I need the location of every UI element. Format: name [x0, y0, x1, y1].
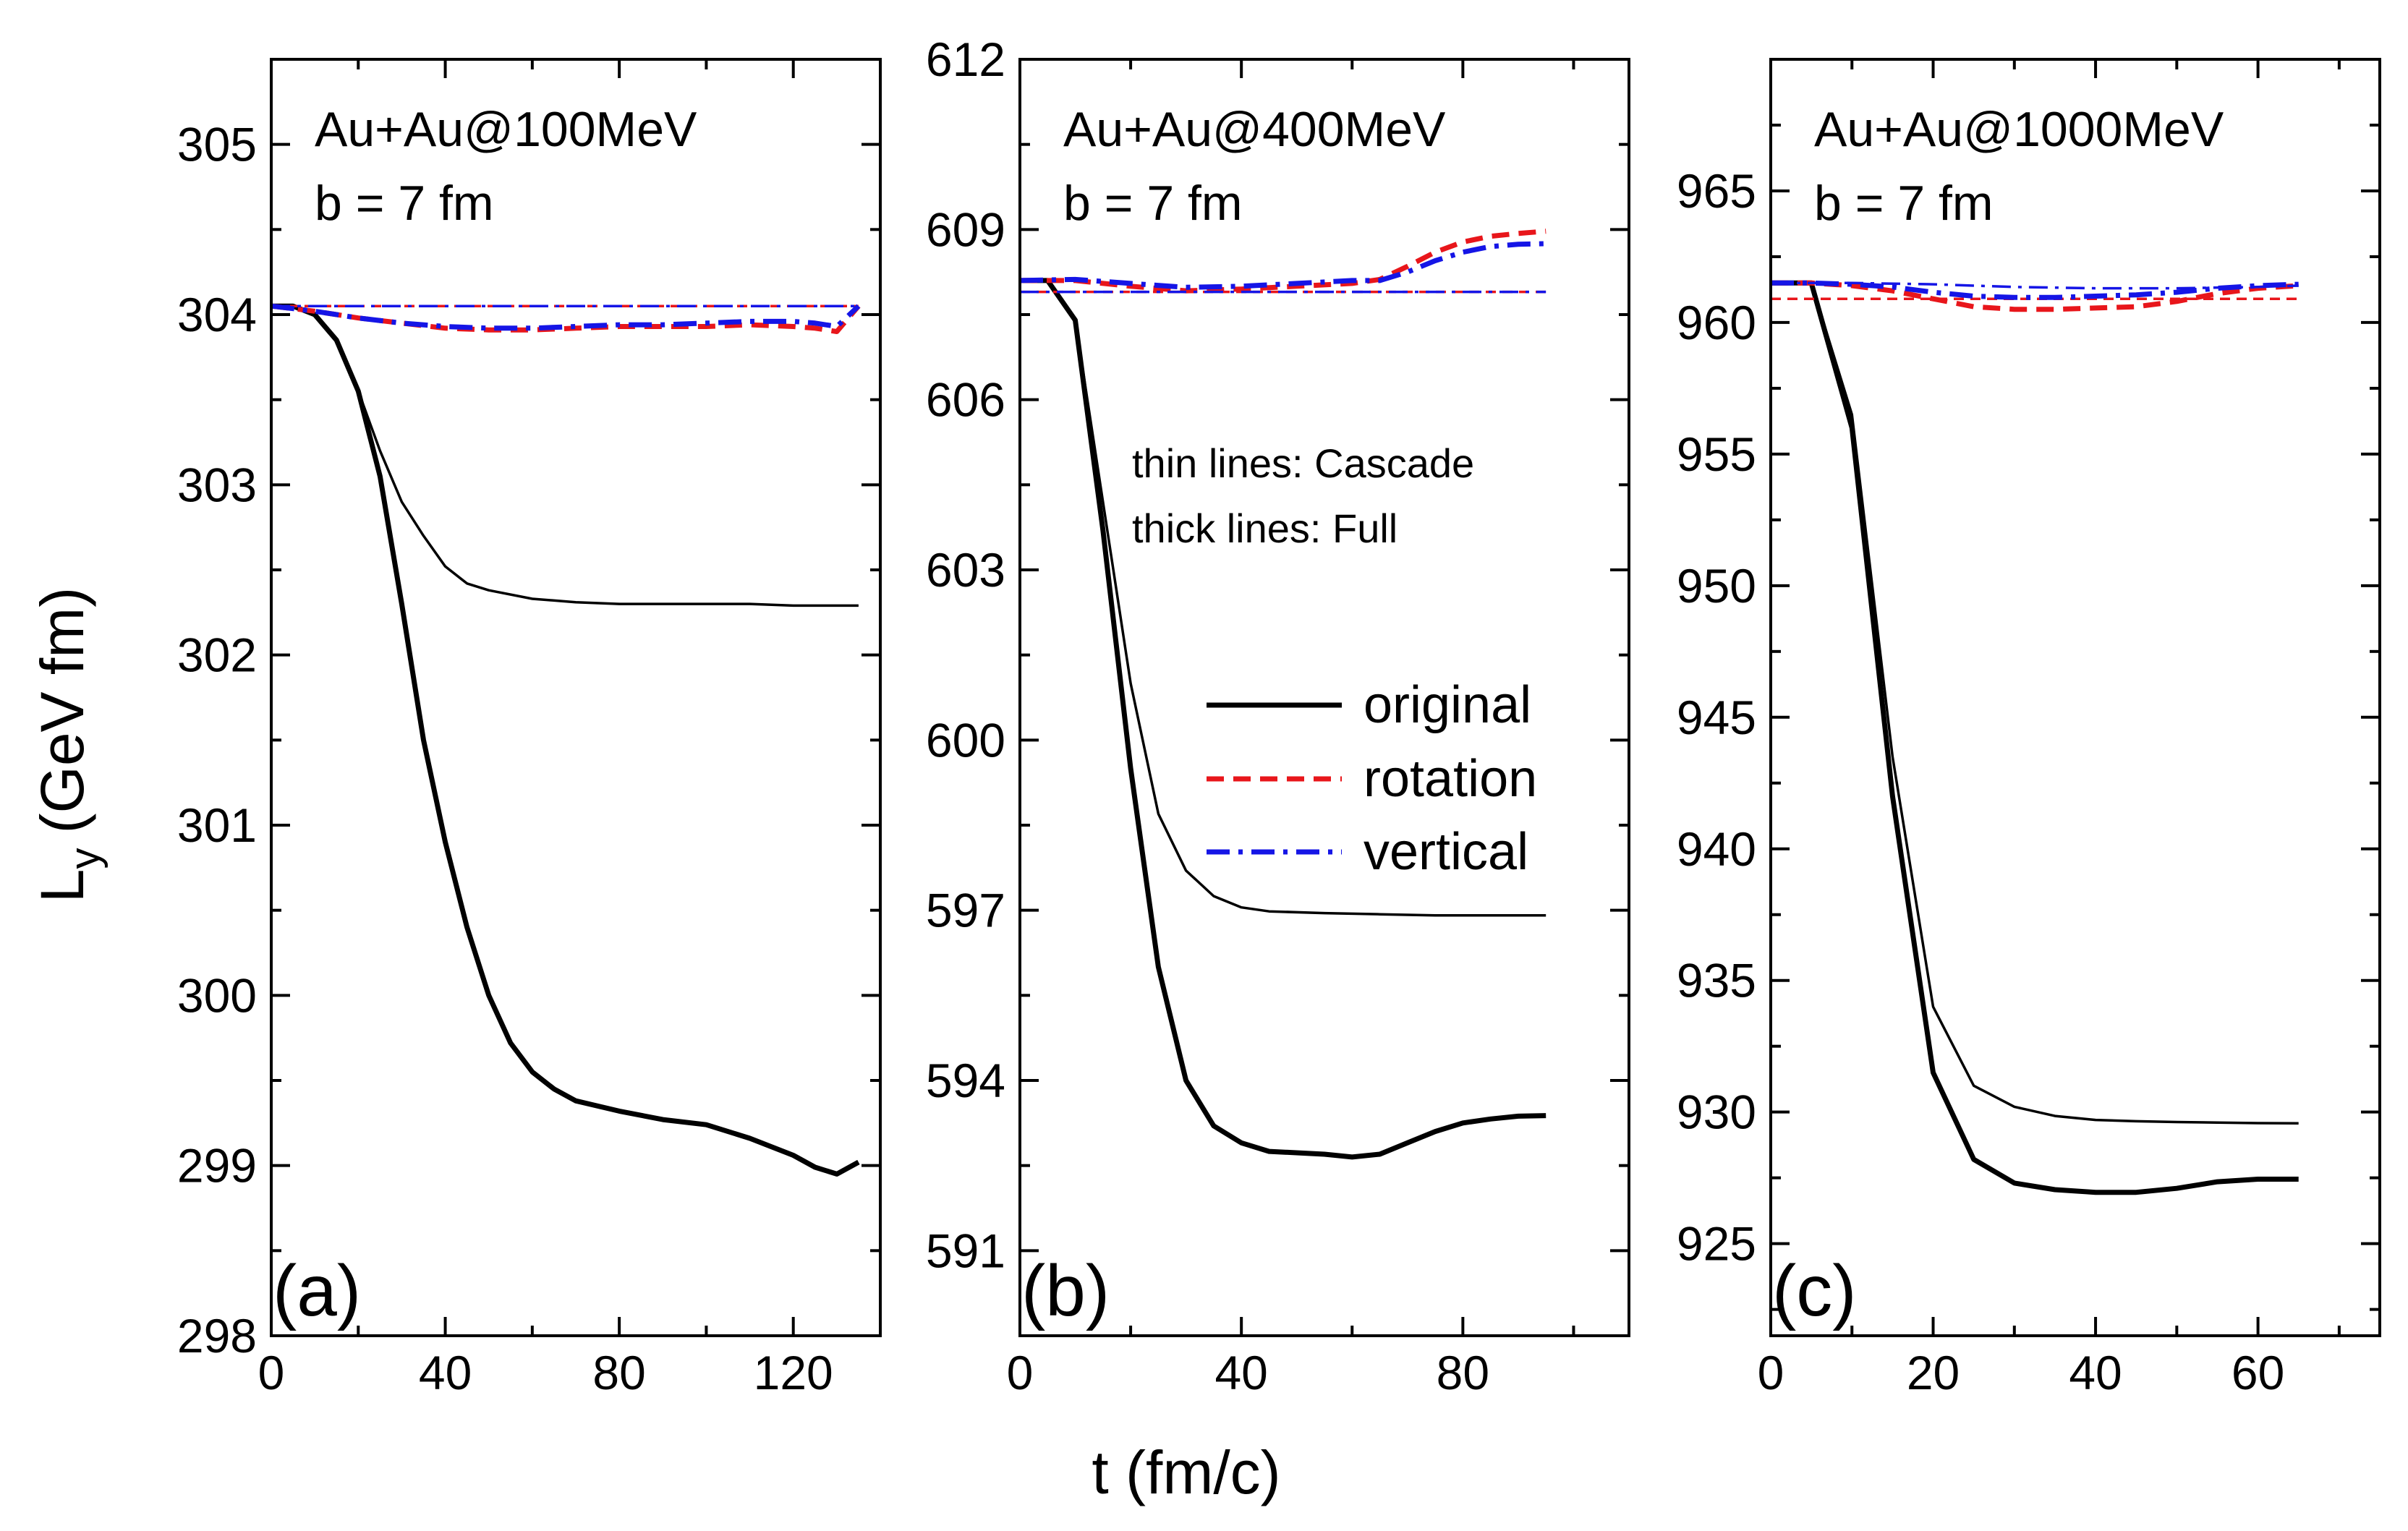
x-tick-label: 80	[592, 1346, 645, 1399]
x-tick-label: 40	[1214, 1346, 1267, 1399]
plot-frame	[270, 58, 882, 1337]
y-tick-label: 300	[177, 968, 257, 1022]
series-rotation-full	[1771, 280, 2299, 312]
y-tick-label: 603	[926, 543, 1005, 597]
y-axis-title-main: L	[28, 869, 96, 903]
legend-label-rotation: rotation	[1363, 750, 1537, 808]
x-tick-label: 0	[258, 1346, 285, 1399]
y-axis-title-unit: (GeV fm)	[28, 587, 96, 834]
y-tick-label: 945	[1677, 691, 1756, 744]
y-tick-label: 955	[1677, 427, 1756, 481]
y-tick-label: 304	[177, 288, 257, 341]
panel-2: 0 40 80 591 594 597 600 603 606 609 612 Au+Au@400Me…	[926, 33, 1630, 1399]
series-original-cascade	[271, 304, 859, 607]
panel-annotation-impact: b = 7 fm	[1063, 176, 1243, 231]
y-tick-label: 606	[926, 373, 1005, 427]
panel-label: (c)	[1772, 1250, 1857, 1331]
x-tick-label: 40	[419, 1346, 472, 1399]
y-axis-title: Ly (GeV fm)	[28, 587, 109, 903]
y-tick-label: 302	[177, 628, 257, 682]
series-original-cascade	[1771, 281, 2299, 1125]
y-tick-label: 591	[926, 1224, 1005, 1277]
y-tick-label: 594	[926, 1054, 1005, 1107]
y-tick-label: 301	[177, 798, 257, 852]
panel-3: 0 20 40 60 925 930 935 940 945 950 955 960 965 Au+Au@…	[1677, 58, 2381, 1399]
series-vertical-full	[1771, 280, 2299, 300]
x-tick-label: 80	[1437, 1346, 1489, 1399]
series-rotation-full	[1020, 229, 1547, 294]
y-tick-label: 600	[926, 713, 1005, 767]
y-axis-title-sub: y	[61, 848, 109, 869]
series-original-cascade	[1020, 279, 1547, 917]
panel-label: (a)	[273, 1250, 361, 1331]
series-original-full	[271, 303, 860, 1177]
x-tick-label: 20	[1907, 1346, 1960, 1399]
ticks	[1769, 58, 2380, 1336]
legend-note-thick: thick lines: Full	[1132, 506, 1397, 551]
panel-annotation-title: Au+Au@100MeV	[315, 102, 697, 157]
x-axis-title: t (fm/c)	[1092, 1438, 1280, 1506]
panel-annotation-title: Au+Au@1000MeV	[1814, 102, 2224, 157]
panel-annotation-impact: b = 7 fm	[1814, 176, 1994, 231]
series-vertical-full	[271, 303, 861, 331]
y-tick-label: 940	[1677, 822, 1756, 876]
series-group	[1771, 280, 2299, 1195]
x-tick-label: 0	[1758, 1346, 1784, 1399]
series-group	[271, 303, 861, 1177]
legend-label-vertical: vertical	[1363, 823, 1528, 881]
y-tick-label: 965	[1677, 164, 1756, 218]
x-tick-label: 0	[1007, 1346, 1034, 1399]
y-tick-label: 305	[177, 118, 257, 171]
y-tick-label: 609	[926, 202, 1005, 256]
ticks	[270, 58, 882, 1337]
y-tick-label: 950	[1677, 559, 1756, 613]
x-tick-label: 40	[2069, 1346, 2122, 1399]
plot-frame	[1018, 58, 1630, 1337]
x-tick-label: 60	[2232, 1346, 2284, 1399]
y-tick-label: 612	[926, 33, 1005, 86]
ticks	[1018, 58, 1629, 1337]
y-tick-label: 930	[1677, 1086, 1756, 1139]
legend: thin lines: Cascade thick lines: Full or…	[1132, 440, 1537, 881]
legend-label-original: original	[1363, 676, 1531, 734]
series-group	[1019, 229, 1547, 1160]
x-tick-label: 120	[754, 1346, 833, 1399]
series-original-full	[1771, 280, 2299, 1195]
legend-note-thin: thin lines: Cascade	[1132, 440, 1474, 486]
series-original-full	[1020, 278, 1547, 1160]
y-tick-label: 298	[177, 1309, 257, 1362]
panel-label: (b)	[1021, 1250, 1110, 1331]
y-tick-label: 303	[177, 458, 257, 511]
y-tick-label: 925	[1677, 1217, 1756, 1271]
series-rotation-full	[271, 303, 861, 334]
y-tick-label: 299	[177, 1139, 257, 1193]
y-tick-label: 960	[1677, 296, 1756, 349]
series-vertical-full	[1019, 241, 1547, 290]
plot-frame	[1769, 58, 2381, 1337]
panel-1: 0 40 80 120 298 299 300 301 302 303 304 305 Au+Au@10…	[177, 58, 882, 1399]
panel-annotation-impact: b = 7 fm	[315, 176, 494, 231]
y-tick-label: 597	[926, 884, 1005, 937]
series-vertical-cascade	[1771, 281, 2299, 290]
panel-annotation-title: Au+Au@400MeV	[1063, 102, 1446, 157]
panels: 0 40 80 120 298 299 300 301 302 303 304 305 Au+Au@10…	[177, 33, 2381, 1399]
y-tick-label: 935	[1677, 954, 1756, 1007]
